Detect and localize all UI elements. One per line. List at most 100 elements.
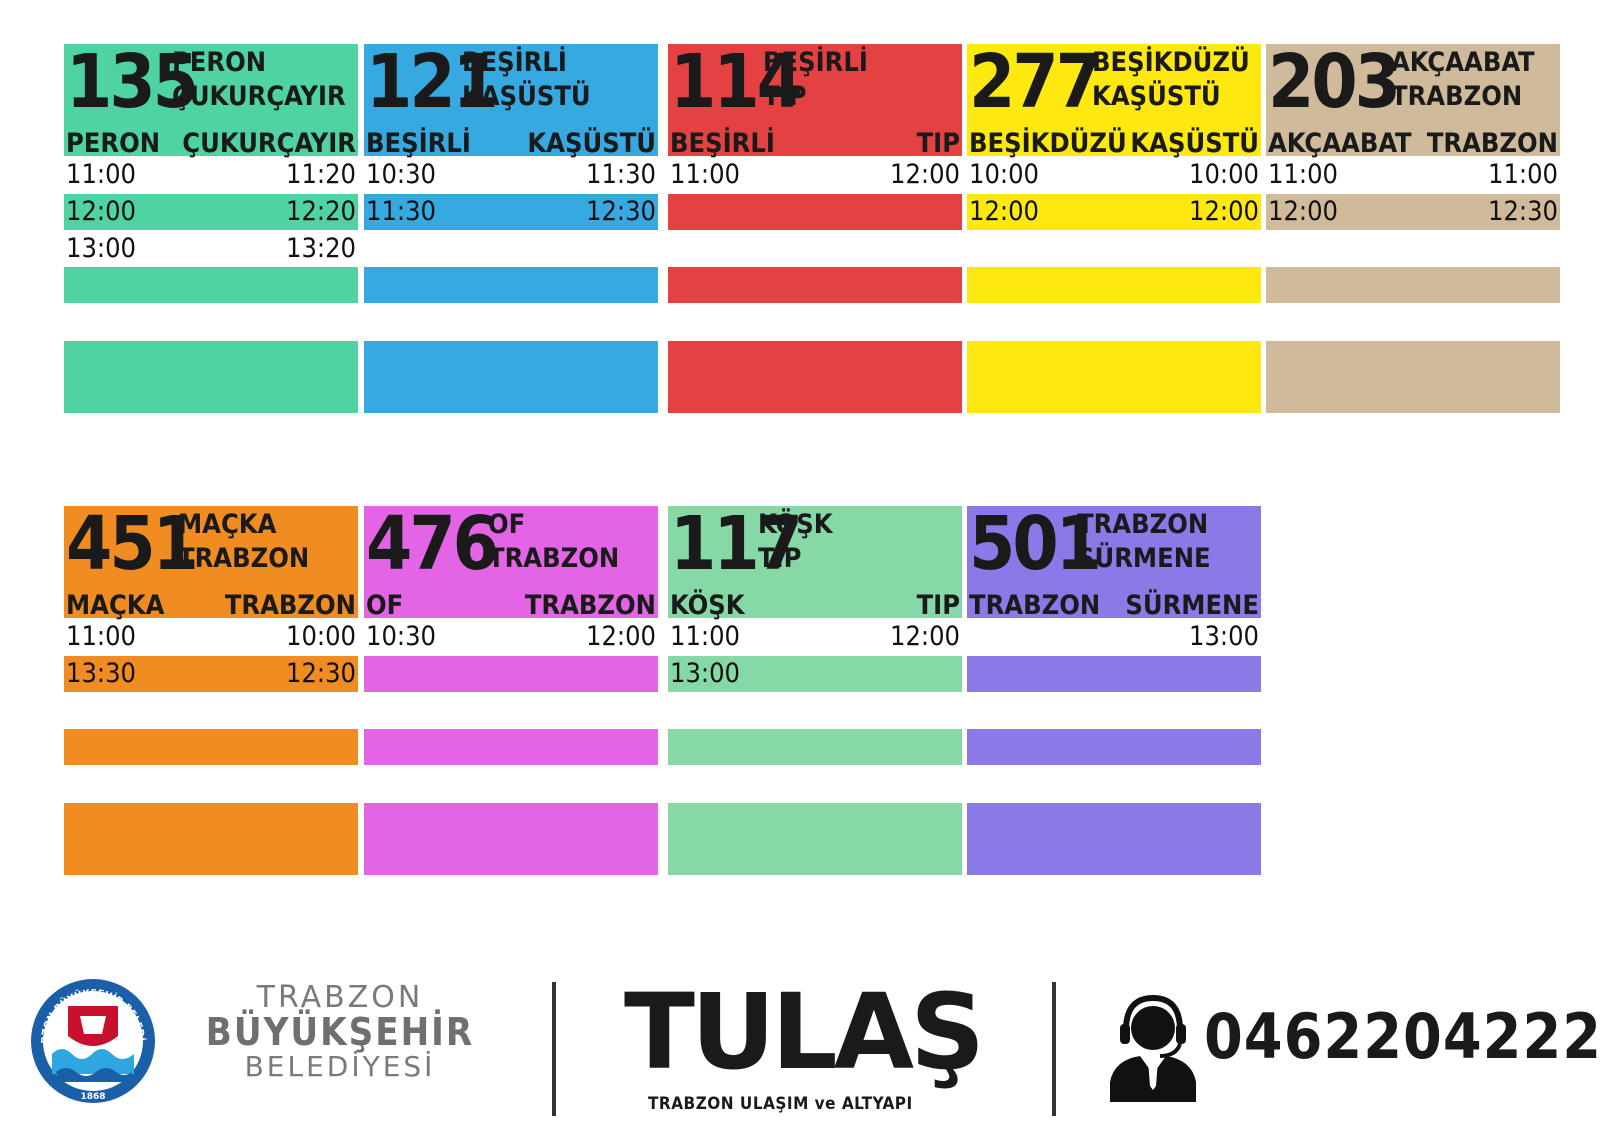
return-time: 12:30 — [286, 658, 356, 689]
route-header: 277 BEŞİKDÜZÜ KAŞÜSTÜ BEŞİKDÜZÜ KAŞÜSTÜ — [967, 42, 1261, 159]
column-headers: AKÇAABAT TRABZON — [1266, 128, 1560, 159]
departure-time: 13:30 — [66, 658, 136, 689]
route-destination-to: KAŞÜSTÜ — [462, 81, 591, 112]
timetable-stripe — [668, 194, 962, 230]
time-row: 11:00 11:20 — [64, 157, 358, 193]
timetable-stripe — [967, 729, 1261, 765]
route-destination-to: TIP — [763, 81, 807, 112]
route-destinations: TRABZON SÜRMENE — [1077, 508, 1211, 576]
route-destination-from: OF — [488, 509, 526, 540]
time-row: 13:00 — [967, 619, 1261, 655]
timetable-stripe — [668, 341, 962, 413]
timetable-stripe — [1266, 341, 1560, 413]
route-destination-from: KÖŞK — [758, 509, 833, 540]
column-headers: MAÇKA TRABZON — [64, 590, 358, 621]
time-row: 11:00 12:00 — [668, 157, 962, 193]
route-destination-from: TRABZON — [1077, 509, 1209, 540]
route-number: 203 — [1268, 39, 1401, 125]
return-time: 12:00 — [890, 621, 960, 652]
time-row: 12:00 12:00 — [967, 194, 1261, 230]
column-header-return: ÇUKURÇAYIR — [182, 128, 356, 159]
route-header: 135 PERON ÇUKURÇAYIR PERON ÇUKURÇAYIR — [64, 42, 358, 159]
column-headers: KÖŞK TIP — [668, 590, 962, 621]
route-number: 121 — [366, 39, 499, 125]
route-header: 117 KÖŞK TIP KÖŞK TIP — [668, 501, 962, 621]
route-destinations: KÖŞK TIP — [758, 508, 833, 576]
departure-time: 10:30 — [366, 621, 436, 652]
column-header-departure: AKÇAABAT — [1268, 128, 1412, 159]
departure-time: 12:00 — [66, 196, 136, 227]
timetable-stripe — [64, 341, 358, 413]
return-time: 12:30 — [1488, 196, 1558, 227]
route-number: 117 — [670, 501, 803, 587]
timetable-stripe — [967, 803, 1261, 875]
timetable-stripe — [364, 341, 658, 413]
departure-time: 11:00 — [66, 621, 136, 652]
timetable-stripe — [64, 729, 358, 765]
departure-time: 11:00 — [66, 159, 136, 190]
timetable-stripe — [1266, 267, 1560, 303]
route-panel-121: 121 BEŞİRLİ KAŞÜSTÜ BEŞİRLİ KAŞÜSTÜ 10:30 11:3… — [364, 39, 658, 504]
municipality-name-line2: BÜYÜKŞEHİR — [205, 1010, 475, 1054]
route-destination-from: BEŞİKDÜZÜ — [1092, 47, 1250, 78]
time-row: 10:30 12:00 — [364, 619, 658, 655]
timetable-stripe — [967, 267, 1261, 303]
timetable-stripe — [364, 194, 658, 230]
phone-number: 04622042222 — [1204, 1000, 1600, 1073]
route-header: 114 BEŞİRLİ TIP BEŞİRLİ TIP — [668, 42, 962, 159]
route-destination-from: BEŞİRLİ — [462, 47, 567, 78]
return-time: 12:30 — [586, 196, 656, 227]
route-header: 451 MAÇKA TRABZON MAÇKA TRABZON — [64, 504, 358, 621]
route-header: 203 AKÇAABAT TRABZON AKÇAABAT TRABZON — [1266, 39, 1560, 159]
return-time: 12:00 — [586, 621, 656, 652]
return-time: 11:20 — [286, 159, 356, 190]
column-header-departure: KÖŞK — [670, 590, 745, 621]
route-destination-to: TRABZON — [178, 543, 310, 574]
column-header-departure: MAÇKA — [66, 590, 165, 621]
return-time: 10:00 — [1189, 159, 1259, 190]
column-header-departure: BEŞİRLİ — [670, 128, 775, 159]
column-headers: OF TRABZON — [364, 590, 658, 621]
time-row: 12:00 12:30 — [1266, 194, 1560, 230]
timetable-stripe — [64, 267, 358, 303]
column-header-return: KAŞÜSTÜ — [1130, 128, 1259, 159]
time-row: 13:30 12:30 — [64, 656, 358, 692]
route-header: 501 TRABZON SÜRMENE TRABZON SÜRMENE — [967, 504, 1261, 621]
timetable-stripe — [64, 803, 358, 875]
route-destination-from: AKÇAABAT — [1391, 47, 1535, 78]
column-header-departure: BEŞİRLİ — [366, 128, 471, 159]
column-header-departure: PERON — [66, 128, 161, 159]
footer-divider — [1052, 982, 1056, 1116]
tulas-logo-wordmark: TULAŞ — [624, 971, 985, 1093]
route-header: 121 BEŞİRLİ KAŞÜSTÜ BEŞİRLİ KAŞÜSTÜ — [364, 39, 658, 159]
municipality-name-line1: TRABZON — [256, 980, 424, 1015]
departure-time: 13:00 — [670, 658, 740, 689]
route-destination-from: BEŞİRLİ — [763, 47, 868, 78]
route-panel-476: 476 OF TRABZON OF TRABZON 10:30 12:00 — [364, 501, 658, 966]
column-header-departure: TRABZON — [969, 590, 1101, 621]
route-destination-to: SÜRMENE — [1077, 543, 1211, 574]
route-destinations: BEŞİKDÜZÜ KAŞÜSTÜ — [1092, 46, 1250, 114]
column-header-return: KAŞÜSTÜ — [527, 128, 656, 159]
call-center-headset-icon — [1110, 994, 1196, 1102]
route-panel-117: 117 KÖŞK TIP KÖŞK TIP 11:00 12:00 13:00 — [668, 501, 962, 966]
return-time: 13:00 — [1189, 621, 1259, 652]
departure-time: 12:00 — [1268, 196, 1338, 227]
timetable-stripe — [364, 656, 658, 692]
column-header-return: TRABZON — [524, 590, 656, 621]
return-time: 12:00 — [1189, 196, 1259, 227]
time-row: 11:00 11:00 — [1266, 157, 1560, 193]
route-panel-501: 501 TRABZON SÜRMENE TRABZON SÜRMENE 13:00 — [967, 504, 1261, 966]
route-destinations: BEŞİRLİ KAŞÜSTÜ — [462, 46, 591, 114]
departure-time: 11:30 — [366, 196, 436, 227]
route-number: 476 — [366, 501, 499, 587]
route-destination-to: TRABZON — [1391, 81, 1523, 112]
time-row: 10:00 10:00 — [967, 157, 1261, 193]
departure-time: 10:30 — [366, 159, 436, 190]
return-time: 11:30 — [586, 159, 656, 190]
column-header-departure: OF — [366, 590, 404, 621]
route-destinations: AKÇAABAT TRABZON — [1391, 46, 1535, 114]
departure-time: 13:00 — [66, 233, 136, 264]
timetable-stripe — [364, 803, 658, 875]
timetable-stripe — [364, 729, 658, 765]
